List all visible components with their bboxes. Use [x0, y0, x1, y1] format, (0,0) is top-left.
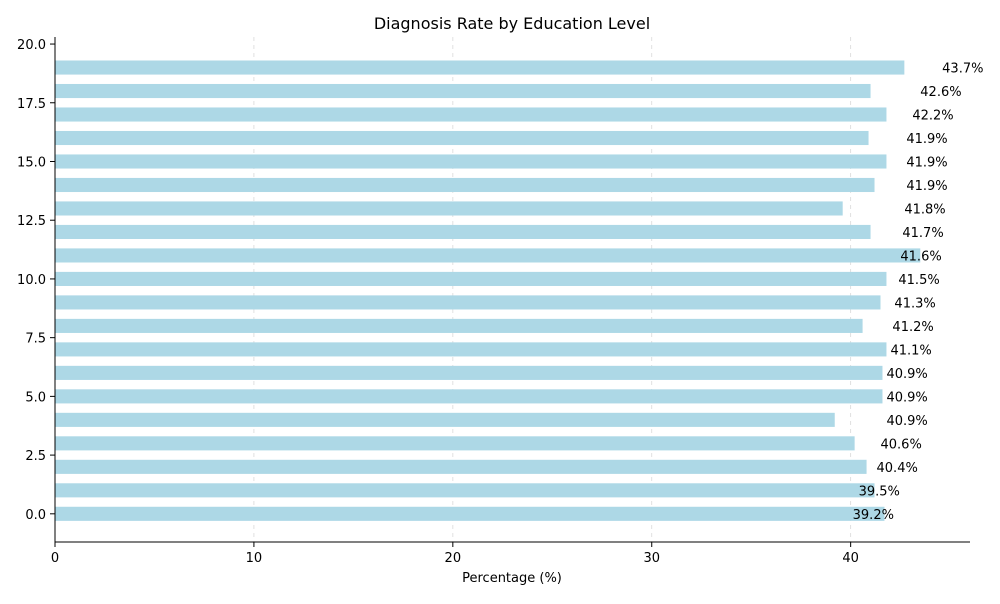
y-tick-label: 12.5	[17, 214, 46, 229]
data-label: 41.8%	[904, 202, 945, 217]
axes: 0 10 20 30 40 0.0 2.5 5.0 7.5 10.0 12.5 15.0 17.5 20.…	[17, 37, 970, 566]
x-tick-label: 30	[643, 551, 660, 566]
data-label: 41.2%	[892, 320, 933, 335]
x-axis-label: Percentage (%)	[462, 571, 562, 586]
data-label: 42.6%	[920, 85, 961, 100]
data-label: 41.5%	[898, 273, 939, 288]
y-tick-label: 5.0	[25, 390, 46, 405]
y-tick-label: 7.5	[25, 332, 46, 347]
bar	[55, 483, 875, 498]
bar	[55, 295, 881, 310]
data-label: 40.9%	[886, 367, 927, 382]
y-tick-label: 17.5	[17, 97, 46, 112]
bar	[55, 83, 871, 99]
bar	[55, 130, 869, 146]
bar	[55, 224, 871, 239]
bar	[55, 389, 883, 404]
data-label: 41.7%	[902, 226, 943, 241]
y-tick-label: 2.5	[25, 449, 46, 464]
y-tick-label: 15.0	[17, 155, 46, 170]
bar	[55, 436, 855, 451]
y-tick-label: 10.0	[17, 273, 46, 288]
bar	[55, 412, 835, 427]
bar	[55, 459, 867, 474]
bar	[55, 154, 887, 169]
x-tick-label: 20	[445, 551, 462, 566]
y-tick-label: 20.0	[17, 38, 46, 53]
bar	[55, 365, 883, 380]
data-label: 41.1%	[890, 343, 931, 358]
bar	[55, 248, 921, 263]
data-label: 41.9%	[906, 155, 947, 170]
data-label: 39.2%	[853, 508, 894, 523]
bars	[55, 60, 921, 521]
bar	[55, 506, 885, 521]
data-label: 41.6%	[900, 249, 941, 264]
x-tick-label: 40	[842, 551, 859, 566]
bar	[55, 201, 843, 216]
y-tick-label: 0.0	[25, 508, 46, 523]
bar	[55, 342, 887, 357]
chart-title: Diagnosis Rate by Education Level	[374, 14, 650, 33]
data-label: 40.6%	[881, 437, 922, 452]
data-label: 39.5%	[859, 484, 900, 499]
x-tick-label: 0	[51, 551, 59, 566]
data-label: 40.4%	[877, 461, 918, 476]
bar	[55, 60, 905, 75]
data-label: 43.7%	[942, 62, 983, 77]
data-label: 40.9%	[886, 390, 927, 405]
data-label: 40.9%	[886, 414, 927, 429]
data-label: 41.3%	[894, 296, 935, 311]
bar	[55, 177, 875, 193]
data-label: 41.9%	[906, 179, 947, 194]
data-label: 41.9%	[906, 132, 947, 147]
bar	[55, 271, 887, 286]
bar	[55, 107, 887, 122]
data-label: 42.2%	[912, 109, 953, 124]
data-labels: 39.2% 39.5% 40.4% 40.6% 40.9% 40.9% 40.9% 41.1%…	[853, 62, 984, 523]
x-tick-label: 10	[246, 551, 263, 566]
bar	[55, 318, 863, 333]
